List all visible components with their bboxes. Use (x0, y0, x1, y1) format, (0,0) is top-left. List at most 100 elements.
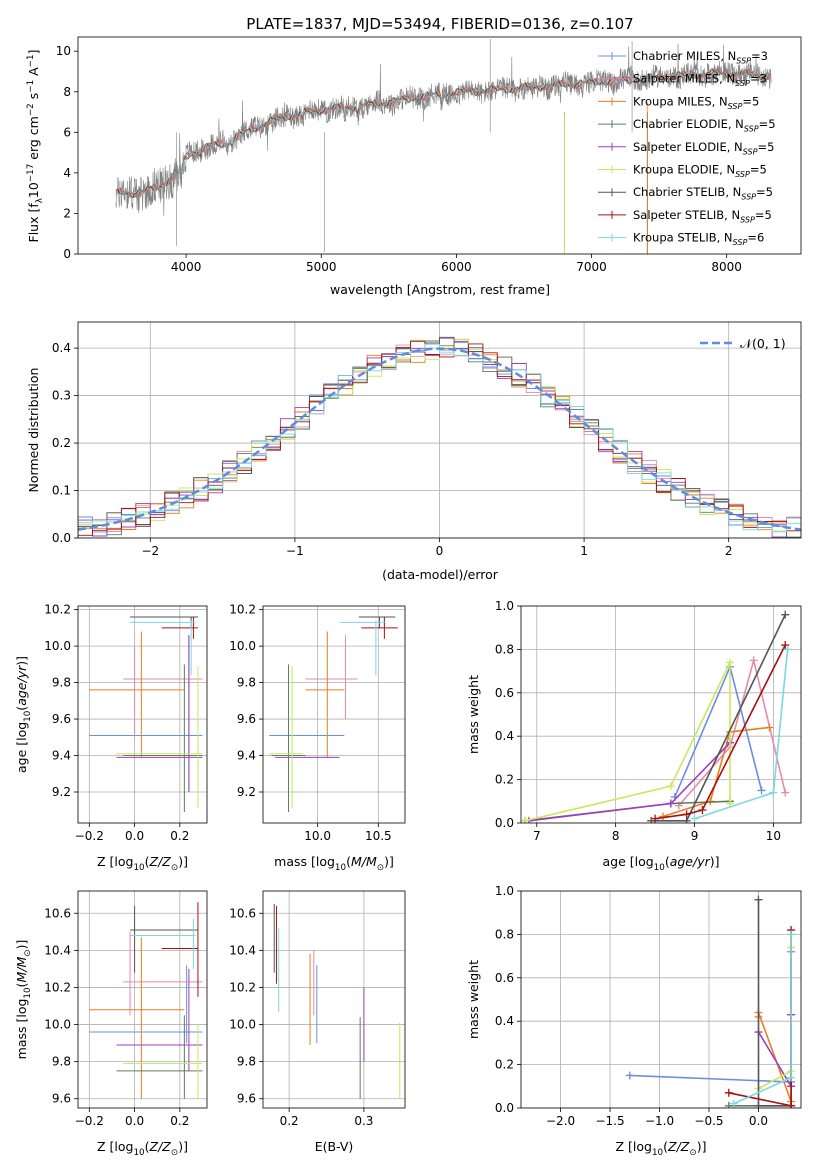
y-tick-label: 9.2 (237, 785, 256, 799)
y-tick-label: 9.8 (52, 1055, 71, 1069)
weight-point (781, 641, 790, 650)
y-tick-label: 9.6 (52, 1092, 71, 1106)
legend-entry: Chabrier STELIB, NSSP=5 (633, 185, 773, 201)
x-tick-label: −0.2 (75, 1114, 104, 1128)
y-tick-label: 10.2 (229, 980, 256, 994)
weight-point (690, 814, 699, 823)
axes-frame-age-vs-Z (77, 605, 208, 824)
x-axis-label: Z [log10(Z/Z⊙)] (97, 854, 188, 873)
plot-area-spectrum (115, 39, 772, 254)
x-tick-label: 10.5 (365, 829, 392, 843)
weight-point (666, 799, 675, 808)
x-tick-label: −1.0 (645, 1114, 674, 1128)
axes-age-vs-Z: −0.2 0.0 0.2 9.2 9.4 9.6 9.8 10.0 10.2 Z [log10(Z… (14, 603, 208, 873)
y-tick-label: 0.4 (495, 729, 514, 743)
legend-entry: Chabrier MILES, NSSP=3 (633, 49, 768, 65)
x-tick-label: 4000 (171, 260, 202, 274)
y-tick-label: 1.0 (495, 884, 514, 898)
weight-point (521, 816, 529, 823)
y-axis-label: Flux [fλ10−17 erg cm−2 s−1 A−1] (26, 50, 45, 243)
legend-spectrum: Chabrier MILES, NSSP=3 Salpeter MILES, NS… (598, 49, 776, 247)
x-tick-label: −1 (286, 544, 304, 558)
weight-point (754, 895, 763, 904)
plot-area-age-vs-mass (263, 606, 405, 823)
weight-point (726, 658, 735, 667)
y-tick-label: 0.4 (495, 1014, 514, 1028)
legend-entry: Salpeter MILES, NSSP=3 (633, 72, 767, 88)
weight-series-8 (654, 644, 786, 820)
y-tick-label: 10.6 (229, 906, 256, 920)
y-tick-label: 10.0 (229, 639, 256, 653)
x-tick-label: 10.0 (304, 829, 331, 843)
x-tick-label: 0 (436, 544, 444, 558)
y-axis-label: mass weight (466, 960, 481, 1039)
weight-point (729, 1099, 738, 1108)
x-tick-label: −2 (141, 544, 159, 558)
legend-entry: Salpeter ELODIE, NSSP=5 (633, 140, 774, 156)
y-tick-label: 0.2 (495, 1058, 514, 1072)
x-axis-label: Z [log10(Z/Z⊙)] (97, 1139, 188, 1158)
x-tick-label: 0.0 (125, 1114, 144, 1128)
x-tick-label: 6000 (441, 260, 472, 274)
weight-point (724, 1101, 733, 1108)
x-tick-label: 7000 (576, 260, 607, 274)
x-tick-label: 8000 (711, 260, 742, 274)
x-tick-label: 5000 (306, 260, 337, 274)
y-axis-label: mass weight (466, 675, 481, 754)
weight-point (754, 1101, 763, 1108)
axes-frame-mass-weight-vs-Z (520, 890, 802, 1109)
weight-point (765, 723, 774, 732)
y-tick-label: 8 (63, 85, 71, 99)
weight-series-3 (757, 1012, 792, 1102)
y-tick-label: 9.8 (52, 676, 71, 690)
legend-entry: Salpeter STELIB, NSSP=5 (633, 208, 772, 224)
x-axis-label: E(B-V) (315, 1139, 354, 1154)
weight-point (783, 645, 792, 654)
y-tick-label: 10.0 (44, 1018, 71, 1032)
y-tick-label: 0.2 (495, 773, 514, 787)
y-tick-label: 10.2 (229, 603, 256, 617)
y-tick-label: 0.3 (52, 389, 71, 403)
y-tick-label: 0.0 (495, 816, 514, 830)
x-tick-label: 1 (580, 544, 588, 558)
y-tick-label: 10.2 (44, 980, 71, 994)
axes-age-vs-mass: 10.0 10.5 9.2 9.4 9.6 9.8 10.0 10.2 mass [log10(… (229, 603, 406, 873)
y-tick-label: 10.0 (229, 1018, 256, 1032)
x-tick-label: −2.0 (546, 1114, 575, 1128)
y-tick-label: 1.0 (495, 599, 514, 613)
axes-frame-spectrum (77, 36, 802, 255)
weight-point (757, 786, 766, 795)
y-tick-label: 10.4 (44, 943, 71, 957)
y-tick-label: 6 (63, 125, 71, 139)
y-tick-label: 0.8 (495, 927, 514, 941)
weight-point (769, 788, 778, 797)
weight-point (749, 656, 758, 665)
x-tick-label: 0.3 (354, 1114, 373, 1128)
y-tick-label: 10.2 (44, 603, 71, 617)
weight-series-3 (662, 726, 770, 818)
y-tick-label: 0.8 (495, 642, 514, 656)
axes-residuals: −2 −1 0 1 2 0.0 0.1 0.2 0.3 0.4 𝒩(0, 1) (data-model… (26, 321, 802, 582)
weight-series-1 (629, 951, 792, 1083)
y-tick-label: 10.6 (44, 906, 71, 920)
y-tick-label: 9.6 (237, 1092, 256, 1106)
axes-frame-residuals (77, 321, 802, 539)
x-tick-label: 0.0 (749, 1114, 768, 1128)
x-tick-label: 2 (725, 544, 733, 558)
weight-point (698, 805, 707, 814)
y-tick-label: 0.4 (52, 341, 71, 355)
plot-area-mass-weight-vs-Z (521, 891, 801, 1108)
y-tick-label: 0 (63, 247, 71, 261)
weight-series-6 (524, 662, 731, 822)
x-tick-label: 0.0 (125, 829, 144, 843)
x-tick-label: 9 (691, 829, 699, 843)
x-tick-label: −0.5 (694, 1114, 723, 1128)
weight-point (787, 1073, 796, 1082)
y-tick-label: 0.2 (52, 436, 71, 450)
axes-mass-weight-vs-age: 7 8 9 10 0.0 0.2 0.4 0.6 0.8 1.0 age [log10(age/yr… (466, 599, 802, 873)
weight-point (651, 814, 660, 823)
y-tick-label: 10 (56, 44, 71, 58)
y-tick-label: 4 (63, 166, 71, 180)
weight-series-4 (728, 1086, 792, 1107)
